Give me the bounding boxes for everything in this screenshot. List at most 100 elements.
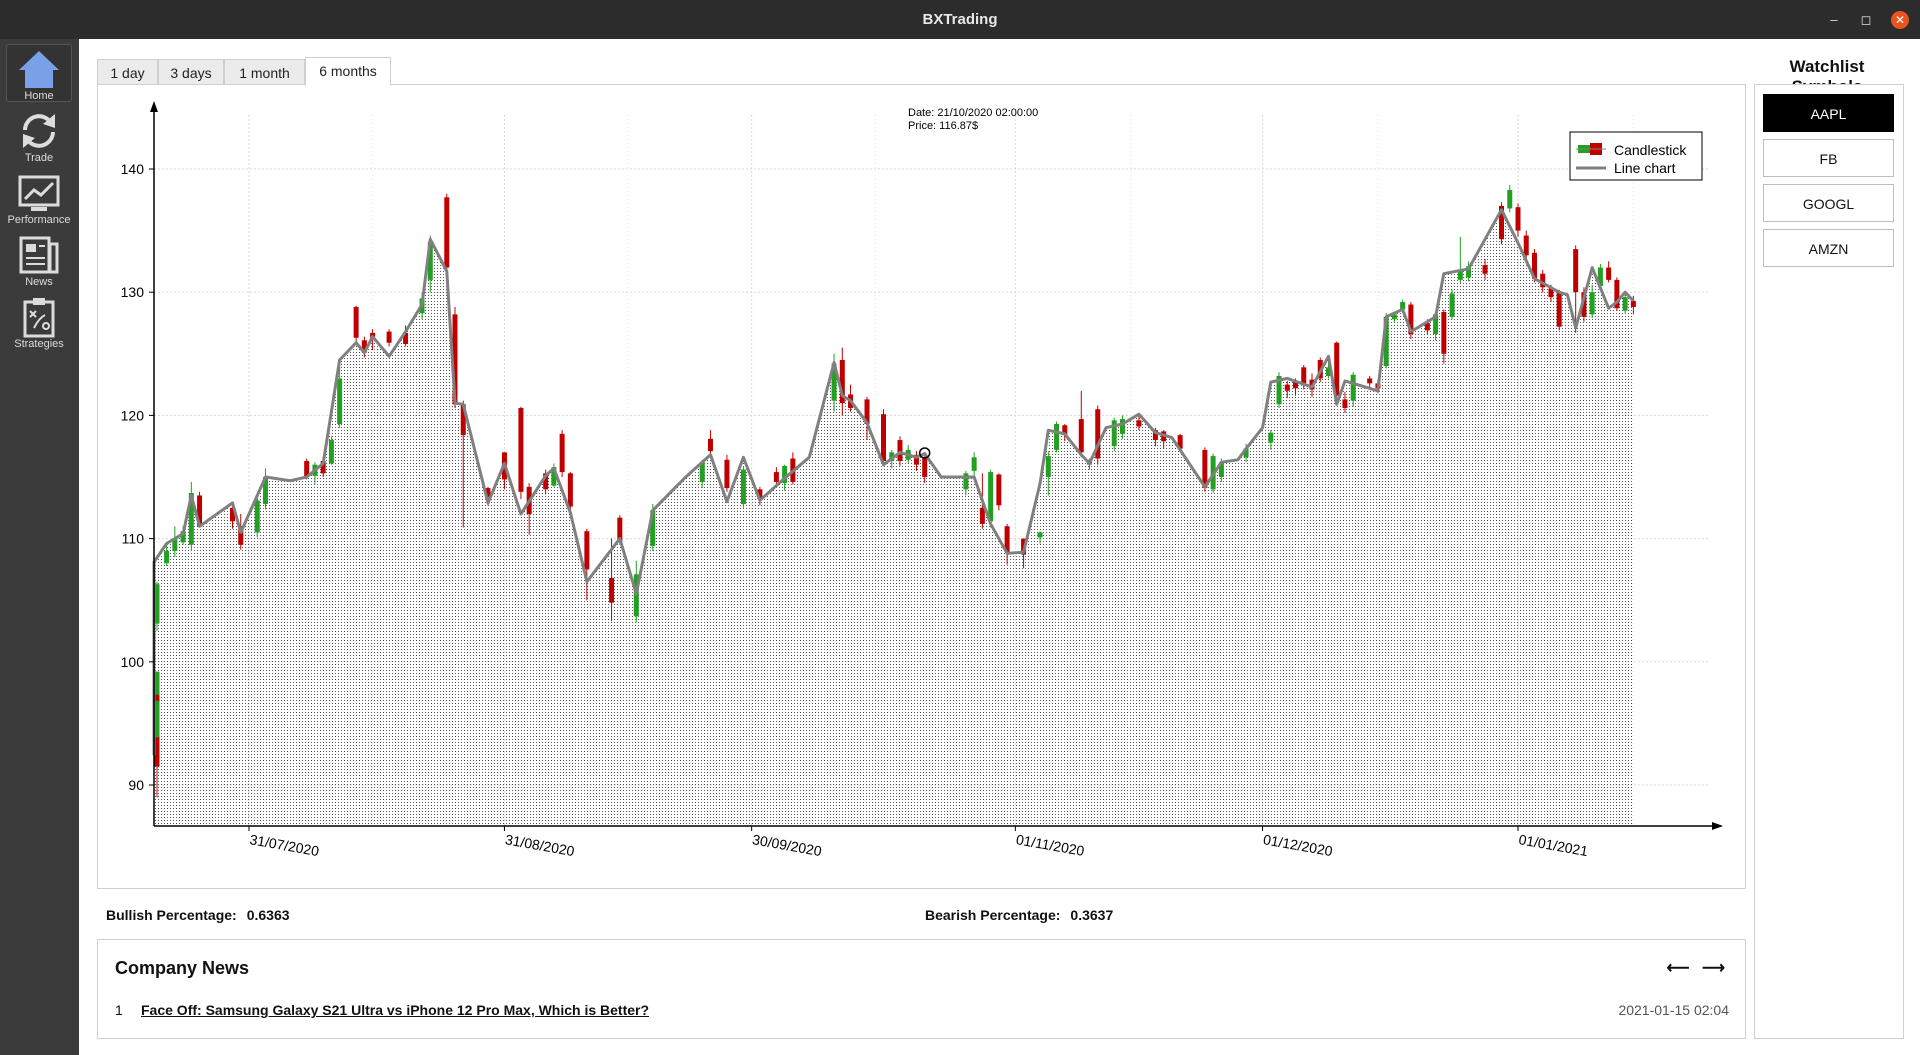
sidebar-item-performance[interactable]: Performance [6,168,72,226]
tooltip-date: Date: 21/10/2020 02:00:00 [908,107,1038,119]
x-tick-label: 31/08/2020 [504,831,576,859]
candle-down [1573,249,1579,293]
candle-down [304,460,310,477]
watchlist-symbol-fb[interactable]: FB [1763,139,1894,177]
candle-up [1268,432,1274,443]
candle-down [154,749,160,767]
bearish-stat: Bearish Percentage: 0.3637 [925,907,1113,923]
y-tick-label: 90 [128,777,144,793]
candle-down [724,459,730,489]
candle-up [1045,456,1051,477]
chart-axes [150,101,1723,830]
candle-down [1531,252,1537,279]
candle-up [154,671,160,698]
candle-up [1449,293,1455,317]
candle-down [567,473,573,507]
candle-up [262,477,268,505]
candle-down [1342,399,1348,409]
bullish-label: Bullish Percentage: [106,907,237,923]
candle-down [979,507,985,524]
watchlist-symbol-aapl[interactable]: AAPL [1763,94,1894,132]
chart-icon [18,175,60,211]
bullish-stat: Bullish Percentage: 0.6363 [106,907,290,923]
candle-down [460,404,466,436]
candle-up [328,440,334,464]
candle-up [1054,424,1060,450]
candle-down [1499,205,1505,240]
candle-up [1111,420,1117,447]
minimize-button[interactable]: – [1830,12,1838,27]
bearish-value: 0.3637 [1070,907,1114,923]
candle-down [1136,420,1142,427]
candle-down [1004,526,1010,553]
sidebar-item-label: Home [24,90,54,102]
tab-3-days[interactable]: 3 days [158,59,224,85]
sidebar-item-trade[interactable]: Trade [6,106,72,164]
candle-down [543,473,549,490]
candle-down [1152,430,1158,441]
candle-up [1383,316,1389,367]
sidebar-item-news[interactable]: News [6,230,72,288]
news-pager-arrows[interactable]: ⟵ ⟶ [1666,960,1729,977]
window-title: BXTrading [922,11,998,28]
tab-1-day[interactable]: 1 day [97,59,158,85]
candle-up [1218,462,1224,477]
close-button[interactable]: ✕ [1891,11,1909,29]
news-timestamp: 2021-01-15 02:04 [1618,1002,1729,1018]
candle-up [337,378,343,425]
candle-down [361,340,367,353]
candle-down [1095,409,1101,459]
candle-up [971,457,977,471]
candle-up [164,550,170,564]
candle-down [1202,449,1208,489]
sidebar-item-strategies[interactable]: Strategies [6,292,72,350]
candle-up [1589,292,1595,315]
candle-down [353,306,359,338]
candle-down [1630,300,1636,307]
candle-up [254,500,260,533]
candle-down [238,526,244,545]
candle-down [1367,378,1373,384]
candle-down [922,457,928,477]
y-tick-label: 140 [121,161,145,177]
newspaper-icon [19,236,59,274]
watchlist-symbol-googl[interactable]: GOOGL [1763,184,1894,222]
candle-down [1301,367,1307,384]
candle-down [773,472,779,482]
candle-up [699,462,705,482]
tab-1-month[interactable]: 1 month [224,59,305,85]
x-tick-label: 01/11/2020 [1015,831,1086,859]
candle-up [1400,302,1406,310]
candle-up [650,510,656,546]
y-tick-label: 110 [122,531,145,547]
title-bar: BXTrading – ◻ ✕ [0,0,1920,39]
x-tick-label: 30/09/2020 [751,831,823,859]
legend-line-label: Line chart [1614,160,1676,176]
maximize-button[interactable]: ◻ [1860,12,1872,27]
candle-up [180,531,186,543]
tab-6-months[interactable]: 6 months [305,57,391,86]
x-tick-label: 01/01/2021 [1517,831,1589,859]
candle-down [897,440,903,461]
candle-up [1119,419,1125,434]
candle-down [1177,435,1183,449]
candlestick-chart[interactable]: 90 100 110 120 130 140 31/07/2020 31/08/2020 30/… [98,85,1745,888]
candle-down [913,454,919,465]
chart-legend: Candlestick Line chart [1569,131,1703,181]
news-headline-link[interactable]: Face Off: Samsung Galaxy S21 Ultra vs iP… [141,1002,650,1018]
candle-up [1276,375,1282,405]
candle-down [1293,382,1299,389]
home-icon [19,51,59,88]
candle-down [197,495,203,527]
watchlist-symbol-amzn[interactable]: AMZN [1763,229,1894,267]
sidebar-item-home[interactable]: Home [6,44,72,102]
candle-up [889,452,895,461]
candle-up [1037,532,1043,538]
candle-up [988,472,994,522]
candle-down [320,460,326,474]
news-title: Company News [115,958,250,978]
tooltip-price: Price: 116.87$ [908,120,978,132]
bearish-label: Bearish Percentage: [925,907,1061,923]
candle-down [1062,425,1068,436]
candle-down [386,331,392,343]
